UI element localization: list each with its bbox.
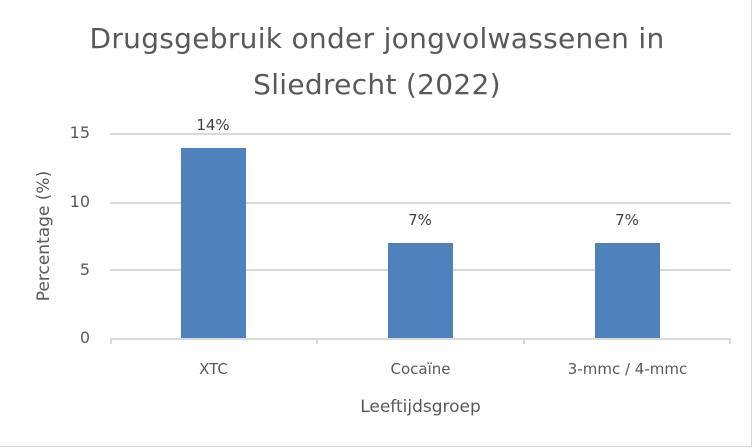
chart-title-line2: Sliedrecht (2022) <box>253 68 501 101</box>
y-tick-5: 5 <box>79 260 90 279</box>
gridline-10 <box>110 202 731 204</box>
x-category-3mmc-4mmc: 3-mmc / 4-mmc <box>567 360 688 378</box>
data-label-cocaine: 7% <box>408 211 432 229</box>
x-category-cocaine: Cocaïne <box>390 360 451 378</box>
x-axis-label: Leeftijdsgroep <box>360 397 481 417</box>
bar-3mmc-4mmc <box>595 243 660 338</box>
y-tick-0: 0 <box>79 328 90 347</box>
x-tick <box>316 338 318 344</box>
y-tick-15: 15 <box>69 123 90 142</box>
x-tick <box>729 338 731 344</box>
x-tick <box>110 338 112 344</box>
y-tick-10: 10 <box>69 192 90 211</box>
x-tick <box>523 338 525 344</box>
data-label-xtc: 14% <box>196 116 230 134</box>
bar-xtc <box>181 148 246 338</box>
x-category-xtc: XTC <box>199 360 228 378</box>
data-label-3mmc-4mmc: 7% <box>615 211 639 229</box>
bar-cocaine <box>388 243 453 338</box>
y-axis-label: Percentage (%) <box>34 170 54 302</box>
gridline-15 <box>110 133 731 135</box>
chart-title-line1: Drugsgebruik onder jongvolwassenen in <box>89 22 665 55</box>
x-axis-line <box>110 338 731 340</box>
